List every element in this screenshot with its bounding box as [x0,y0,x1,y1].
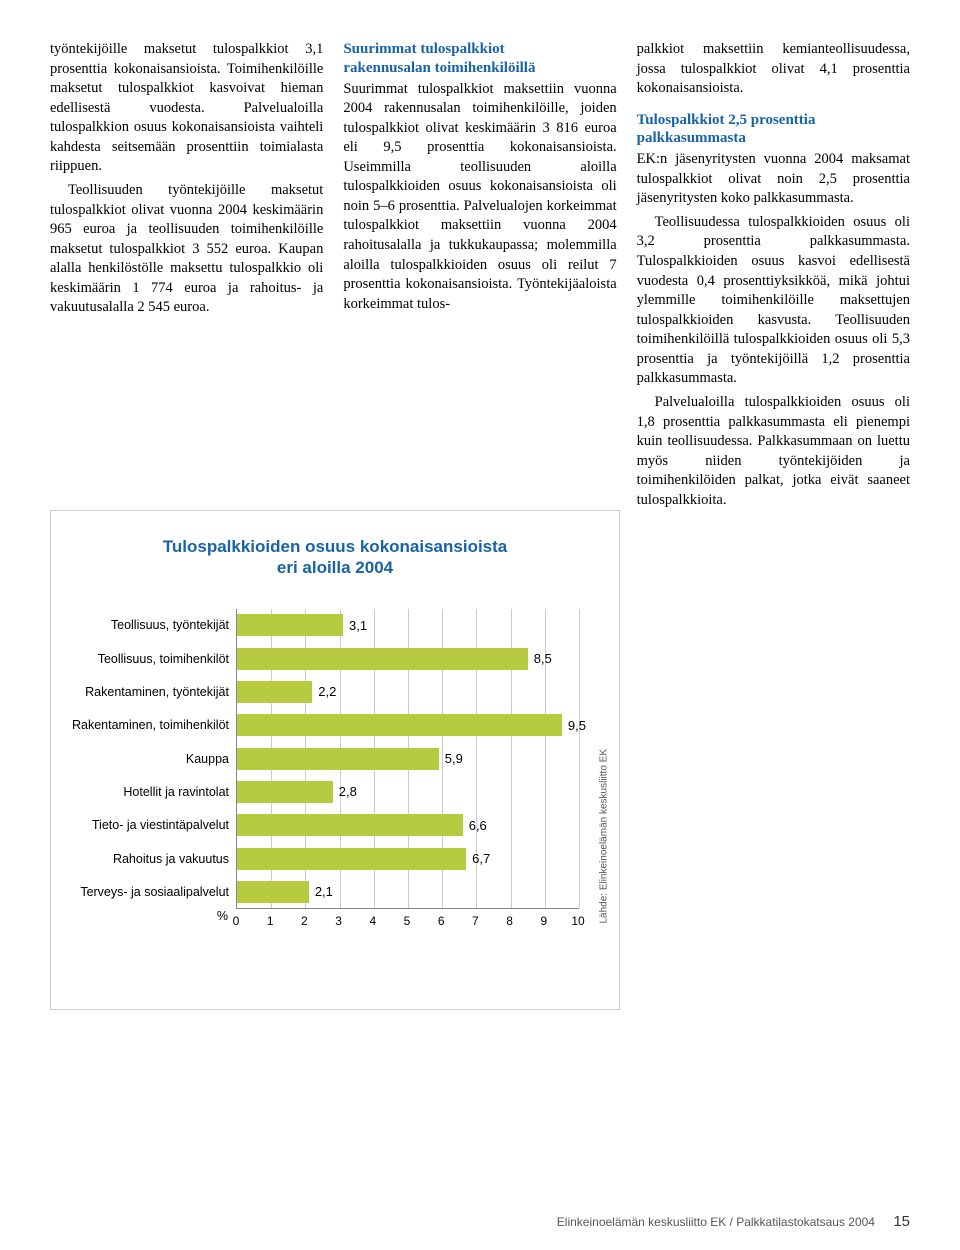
category-label: Terveys- ja sosiaalipalvelut [57,885,237,899]
bar-row: Rahoitus ja vakuutus6,7 [237,848,490,870]
x-tick: 10 [571,914,584,928]
x-tick: 3 [335,914,342,928]
bar-row: Tieto- ja viestintäpalvelut6,6 [237,814,487,836]
x-tick: 6 [438,914,445,928]
x-tick: 7 [472,914,479,928]
bar [237,781,333,803]
bar-row: Hotellit ja ravintolat2,8 [237,781,357,803]
plot-area: Teollisuus, työntekijät3,1 Teollisuus, to… [236,609,579,909]
chart-body: Teollisuus, työntekijät3,1 Teollisuus, to… [236,609,579,949]
category-label: Rahoitus ja vakuutus [57,851,237,865]
x-tick: 0 [233,914,240,928]
x-tick: 8 [506,914,513,928]
category-label: Teollisuus, työntekijät [57,618,237,632]
bar-row: Kauppa5,9 [237,748,463,770]
bar [237,714,562,736]
column-1: työntekijöille maksetut tulospalkkiot 3,… [50,40,323,514]
col3-p3: Teollisuudessa tulospalkkioiden osuus ol… [637,213,910,389]
bar [237,881,309,903]
chart-title-l1: Tulospalkkioiden osuus kokonaisansioista [163,537,508,556]
grid-line [579,609,580,908]
col2-heading-l2: rakennusalan toimihenkilöillä [343,60,535,76]
column-3: palkkiot maksettiin kemianteollisuudessa… [637,40,910,514]
col3-p2: EK:n jäsenyritysten vuonna 2004 maksamat… [637,150,910,209]
bar-row: Terveys- ja sosiaalipalvelut2,1 [237,881,333,903]
col2-heading-l1: Suurimmat tulospalkkiot [343,41,504,57]
bar-value-label: 8,5 [534,651,552,666]
category-label: Tieto- ja viestintäpalvelut [57,818,237,832]
col1-p1: työntekijöille maksetut tulospalkkiot 3,… [50,40,323,177]
chart-title-l2: eri aloilla 2004 [277,558,393,577]
chart-container: Tulospalkkioiden osuus kokonaisansioista… [50,510,620,1010]
col3-heading-l1: Tulospalkkiot 2,5 prosenttia [637,112,816,128]
footer-page: 15 [893,1213,910,1230]
bar [237,648,528,670]
bar-row: Rakentaminen, toimihenkilöt9,5 [237,714,586,736]
col2-p1: Suurimmat tulospalkkiot maksettiin vuonn… [343,80,616,315]
bar-value-label: 2,2 [318,684,336,699]
bar-value-label: 6,6 [469,818,487,833]
bar-row: Rakentaminen, työntekijät2,2 [237,681,336,703]
bar-row: Teollisuus, toimihenkilöt8,5 [237,648,552,670]
col3-p1: palkkiot maksettiin kemianteollisuudessa… [637,40,910,99]
category-label: Teollisuus, toimihenkilöt [57,651,237,665]
x-tick: 9 [540,914,547,928]
bar-value-label: 3,1 [349,618,367,633]
category-label: Hotellit ja ravintolat [57,785,237,799]
chart-title: Tulospalkkioiden osuus kokonaisansioista… [51,536,619,579]
bar [237,748,439,770]
col3-heading-l2: palkkasummasta [637,130,746,146]
bar [237,614,343,636]
page-footer: Elinkeinoelämän keskusliitto EK / Palkka… [557,1213,910,1230]
bar-value-label: 2,8 [339,784,357,799]
category-label: Rakentaminen, toimihenkilöt [57,718,237,732]
col3-p4: Palvelualoilla tulospalkkioiden osuus ol… [637,393,910,510]
column-2: Suurimmat tulospalkkiot rakennusalan toi… [343,40,616,514]
bar-value-label: 9,5 [568,718,586,733]
x-tick: 1 [267,914,274,928]
bar [237,848,466,870]
col1-p2: Teollisuuden työntekijöille maksetut tul… [50,181,323,318]
bar [237,681,312,703]
bar-value-label: 6,7 [472,851,490,866]
category-label: Kauppa [57,751,237,765]
chart-source: Lähde: Elinkeinoelämän keskusliitto EK [599,749,610,924]
footer-text: Elinkeinoelämän keskusliitto EK / Palkka… [557,1215,875,1229]
col2-heading: Suurimmat tulospalkkiot rakennusalan toi… [343,40,616,78]
bar-row: Teollisuus, työntekijät3,1 [237,614,367,636]
col3-heading: Tulospalkkiot 2,5 prosenttia palkkasumma… [637,111,910,149]
x-tick: 5 [404,914,411,928]
category-label: Rakentaminen, työntekijät [57,685,237,699]
bar [237,814,463,836]
x-tick: 2 [301,914,308,928]
bar-value-label: 5,9 [445,751,463,766]
x-tick: 4 [369,914,376,928]
bar-value-label: 2,1 [315,884,333,899]
text-columns: työntekijöille maksetut tulospalkkiot 3,… [50,40,910,514]
